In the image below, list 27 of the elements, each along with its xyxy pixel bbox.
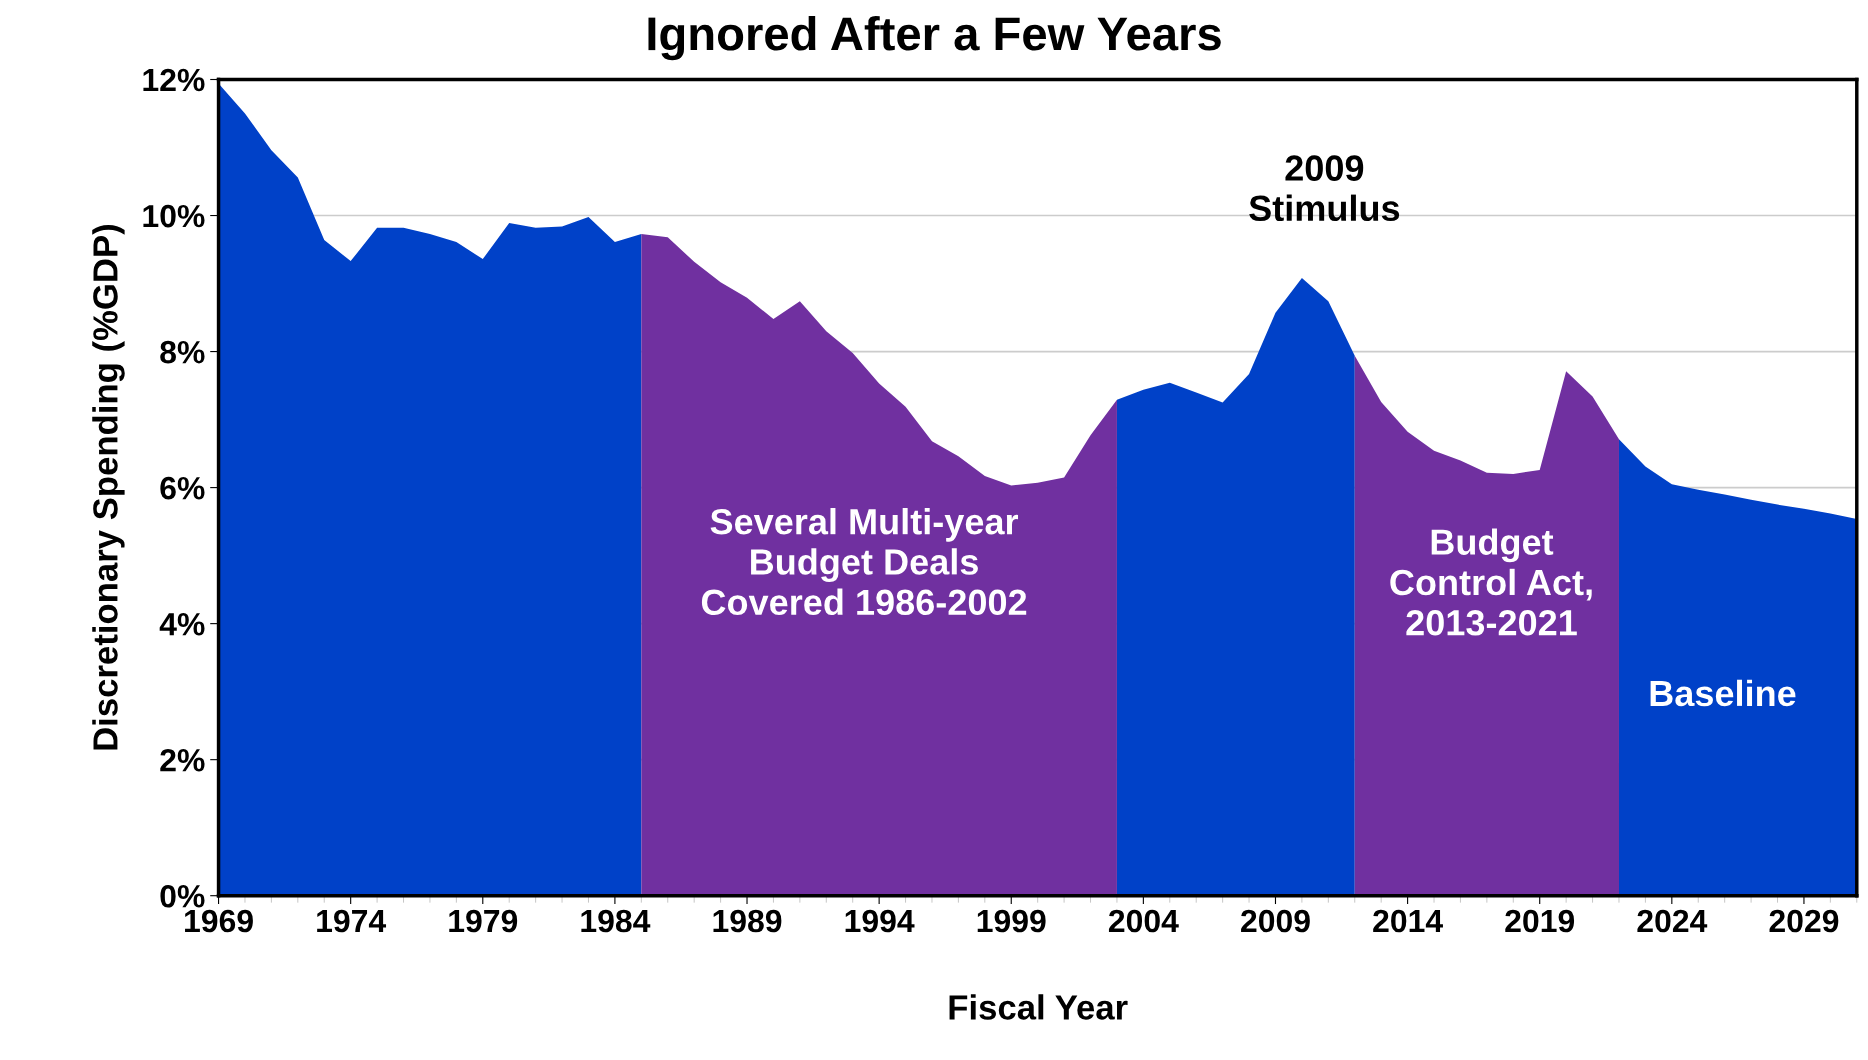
x-tick-label: 2024 bbox=[1637, 909, 1708, 933]
y-tick-label: 0% bbox=[160, 884, 205, 908]
x-tick-label: 1999 bbox=[977, 909, 1046, 933]
x-tick-label: 2009 bbox=[1241, 909, 1310, 933]
y-tick-label: 4% bbox=[159, 612, 205, 636]
x-tick-label: 1984 bbox=[581, 909, 651, 933]
x-tick-label: 1969 bbox=[185, 909, 253, 933]
chart-title: Ignored After a Few Years bbox=[648, 15, 1221, 61]
y-axis-title: Discretionary Spending (%GDP) bbox=[92, 225, 125, 750]
y-tick-label: 12% bbox=[143, 68, 205, 92]
annotation: Budget Control Act, 2013-2021 bbox=[1390, 528, 1592, 636]
annotation: Baseline bbox=[1650, 679, 1796, 707]
x-tick-label: 2019 bbox=[1505, 909, 1575, 933]
y-tick-label: 6% bbox=[160, 476, 205, 500]
x-tick-label: 1994 bbox=[845, 909, 915, 933]
y-tick-label: 8% bbox=[160, 340, 205, 364]
x-tick-label: 1974 bbox=[317, 909, 387, 933]
annotation: 2009 Stimulus bbox=[1249, 155, 1400, 222]
y-tick-label: 2% bbox=[160, 748, 205, 772]
annotation: Several Multi-year Budget Deals Covered 1986-2002 bbox=[701, 508, 1027, 616]
x-tick-label: 2029 bbox=[1769, 909, 1839, 933]
y-tick-label: 10% bbox=[143, 204, 205, 228]
x-axis-title: Fiscal Year bbox=[949, 994, 1128, 1020]
x-tick-label: 1979 bbox=[449, 909, 518, 933]
x-tick-label: 2014 bbox=[1373, 909, 1443, 933]
x-tick-label: 2004 bbox=[1108, 909, 1179, 933]
x-tick-label: 1989 bbox=[713, 909, 782, 933]
